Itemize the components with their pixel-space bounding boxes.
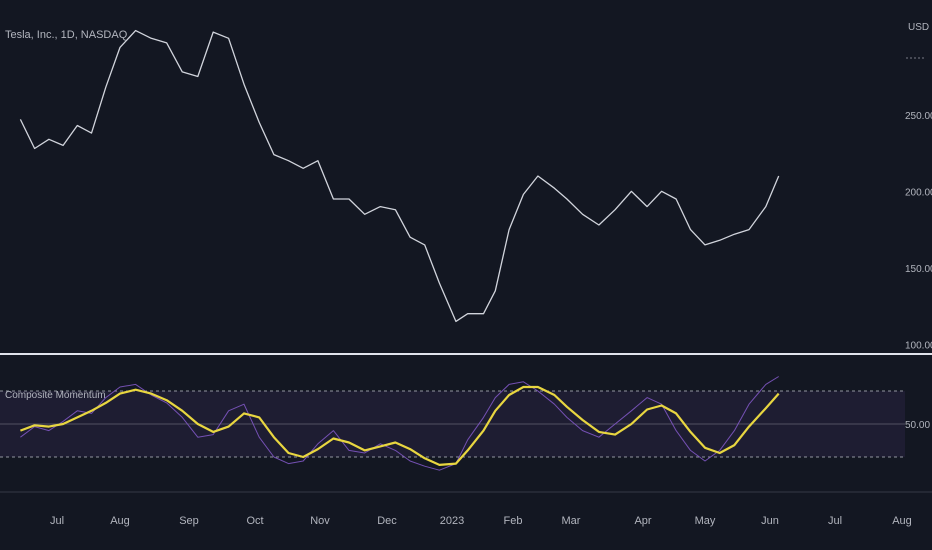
indicator-title: Composite Momentum [5,390,106,401]
time-tick-label: 2023 [440,515,464,527]
price-line[interactable] [19,29,780,323]
time-tick-label: Apr [634,515,651,527]
price-tick-label: 250.00 [905,111,932,122]
momentum-smooth-line[interactable] [20,385,780,466]
time-tick-label: Oct [246,515,263,527]
indicator-tick-label: 50.00 [905,420,930,431]
indicator-pane: 50.00 [0,376,930,471]
time-tick-label: Mar [562,515,581,527]
indicator-band [0,391,905,457]
price-tick-label: 150.00 [905,264,932,275]
time-tick-label: Jun [761,515,779,527]
price-pane: 100.00 150.00 200.00 250.00 [19,29,932,351]
time-tick-label: Sep [179,515,199,527]
symbol-title: Tesla, Inc., 1D, NASDAQ [5,29,128,41]
time-tick-label: Aug [110,515,130,527]
momentum-raw-line[interactable] [20,376,779,471]
time-tick-label: Aug [892,515,912,527]
time-tick-label: Nov [310,515,330,527]
currency-label: USD [908,22,929,33]
time-tick-label: Jul [828,515,842,527]
time-axis[interactable]: Jul Aug Sep Oct Nov Dec 2023 Feb Mar Apr May Jun Jul… [50,515,912,527]
time-tick-label: Dec [377,515,397,527]
price-tick-label: 200.00 [905,187,932,198]
time-tick-label: May [695,515,716,527]
time-tick-label: Feb [504,515,523,527]
price-tick-label: 100.00 [905,340,932,351]
time-tick-label: Jul [50,515,64,527]
